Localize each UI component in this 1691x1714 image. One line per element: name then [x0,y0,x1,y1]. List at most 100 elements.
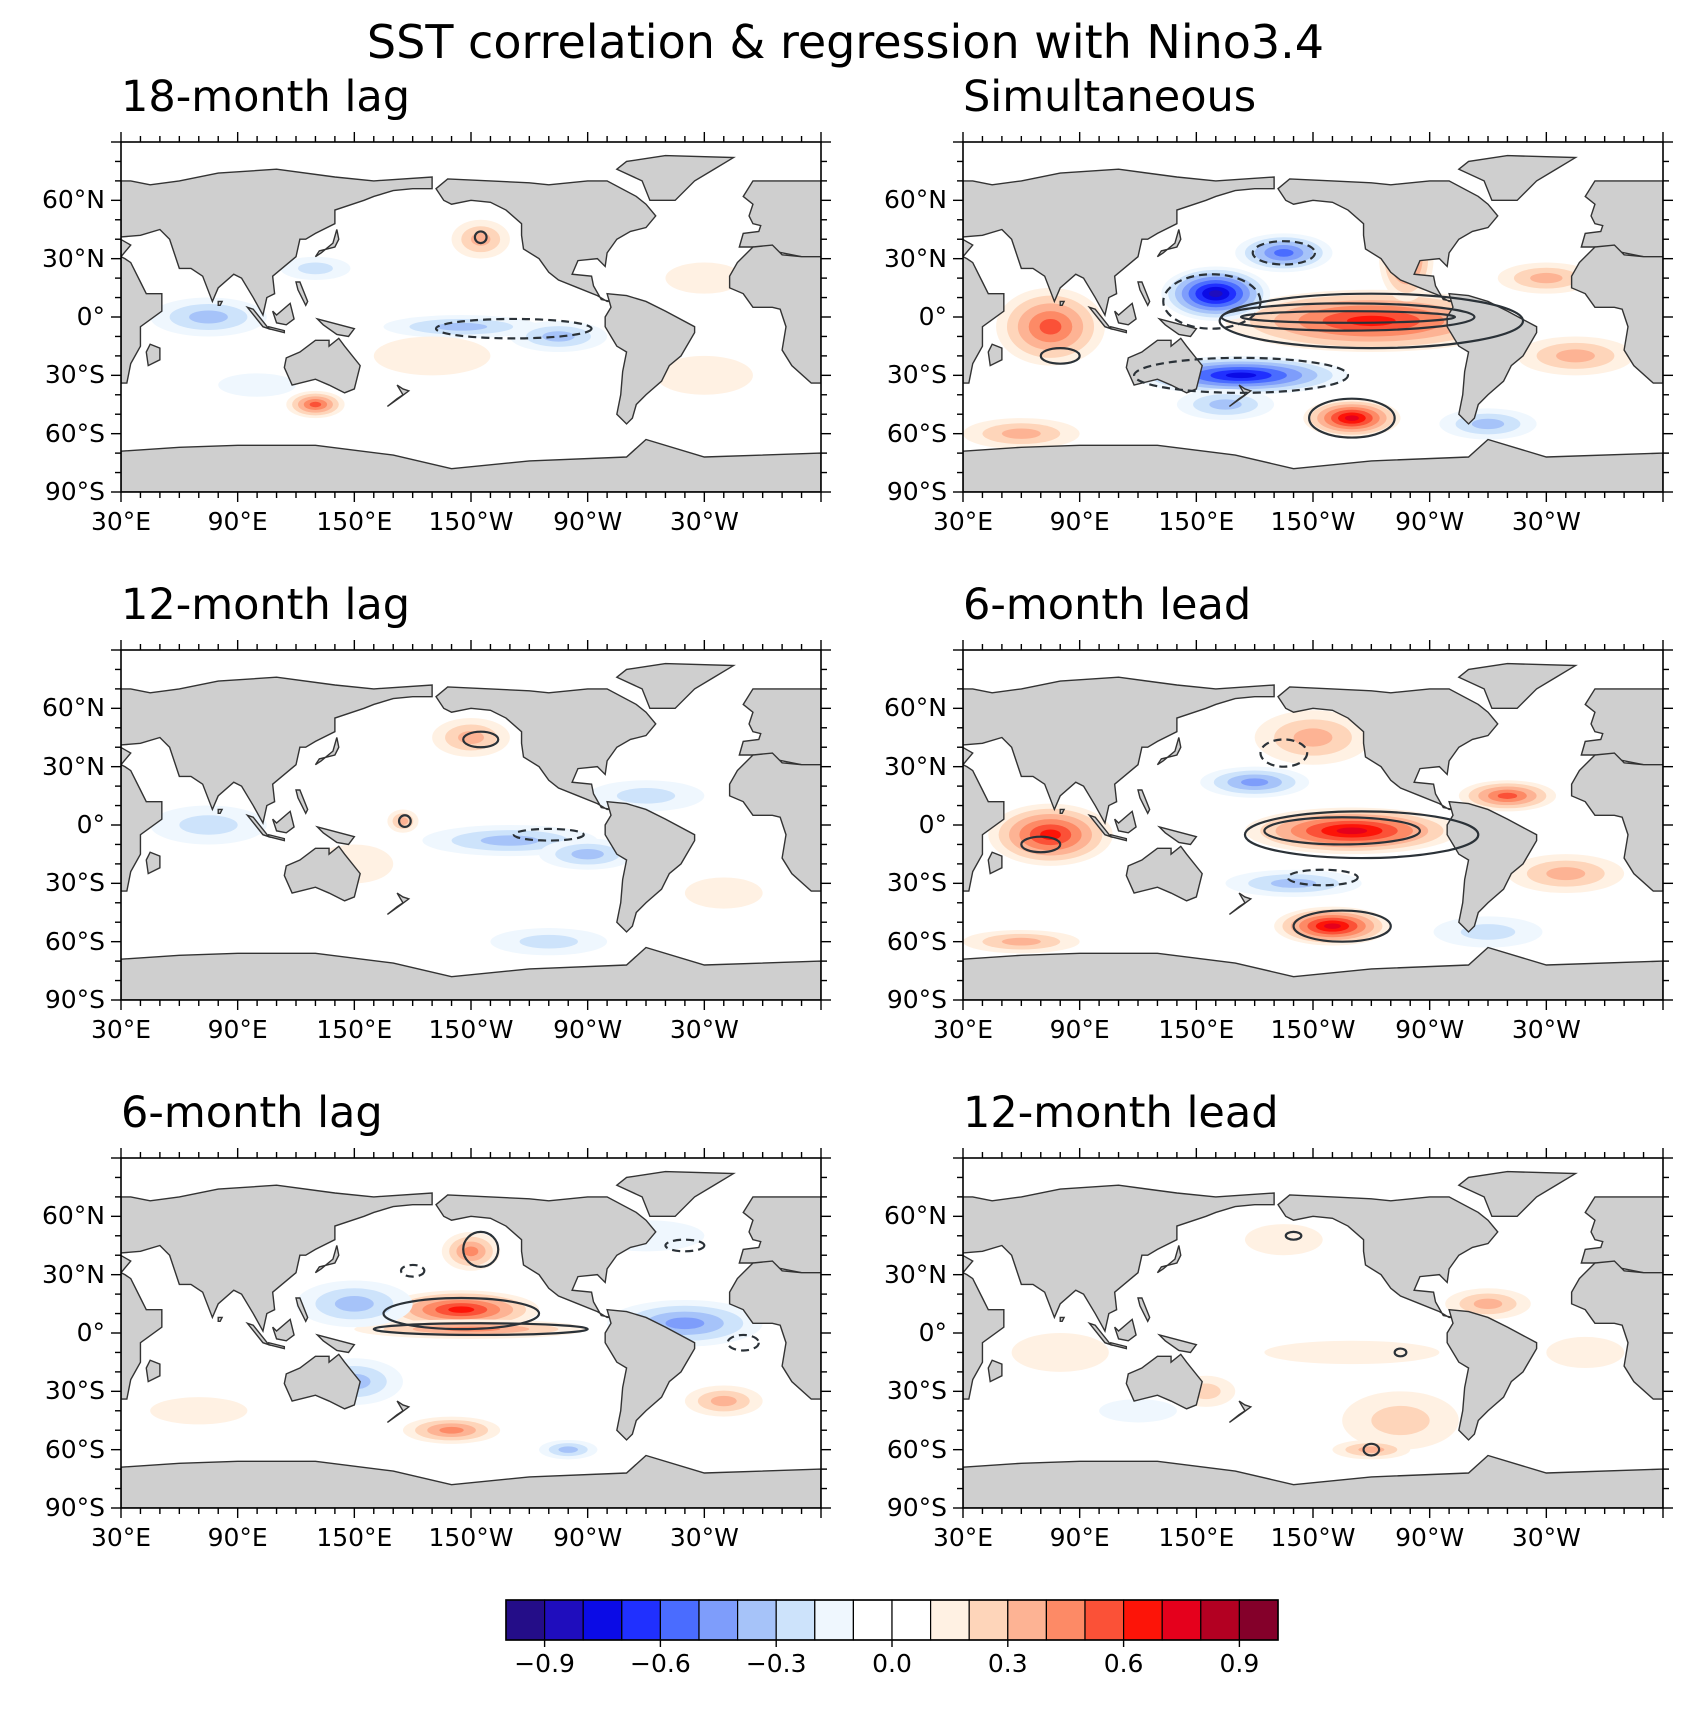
x-tick-label: 90°E [207,1015,268,1044]
sst-field [121,1170,821,1508]
land-1 [121,255,163,384]
colorbar-bin-7 [775,1599,816,1641]
land-5 [272,1318,295,1342]
negative-contour-1 [512,827,585,842]
y-tick-label: 90°S [886,477,947,506]
x-tick-label: 30°E [932,507,994,536]
land-16 [1570,1260,1663,1400]
negative-contour-4 [1162,273,1262,330]
anomaly-6-level-1 [1244,1224,1323,1256]
colorbar-bin-3 [621,1599,661,1641]
x-tick-label: 150°E [316,1015,393,1044]
positive-contour-0 [462,730,500,749]
y-tick-label: 0° [918,302,947,331]
land-4 [283,845,361,902]
positive-contour-2 [397,814,412,829]
anomaly-0-level-6 [448,1306,475,1313]
land-15 [1580,1196,1663,1274]
anomaly-5-level-2 [179,815,238,835]
positive-contour-0 [372,1322,589,1337]
x-tick-label: 30°W [1511,507,1581,536]
colorbar-bin-6 [736,1599,777,1641]
colorbar-bin-2 [582,1599,623,1641]
x-tick-label: 30°W [669,507,739,536]
land-10 [1137,1297,1151,1323]
land-4 [283,1353,361,1410]
anomaly-4-level-8 [1208,290,1223,298]
y-tick-label: 90°S [44,1493,105,1522]
land-3 [1059,1316,1066,1323]
anomaly-6-level-5 [1497,792,1518,799]
land-13 [1457,154,1578,202]
y-tick-label: 0° [918,1318,947,1347]
land-13 [615,154,736,202]
y-tick-label: 60°S [886,1434,947,1464]
y-tick-label: 30°S [44,1376,105,1406]
x-tick-label: 150°W [428,1523,514,1552]
y-tick-label: 60°S [44,926,105,956]
y-tick-label: 30°S [886,1376,947,1406]
x-tick-label: 150°W [428,1015,514,1044]
land-2 [987,1359,1003,1383]
anomaly-5-level-1 [1099,1399,1177,1423]
anomaly-1-level-3 [1293,728,1333,747]
positive-contour-7 [1039,347,1081,365]
panel-title-18-month-lag: 18-month lag [121,72,411,122]
x-tick-label: 30°E [90,1015,152,1044]
land-8 [315,825,356,846]
land-8 [315,317,356,338]
land-14 [1446,800,1538,933]
land-8 [1157,317,1198,338]
x-tick-label: 150°E [316,507,393,536]
anomaly-9-level-1 [218,373,296,397]
y-tick-label: 30°N [883,1259,947,1289]
colorbar-bin-16 [1122,1599,1163,1641]
colorbar-tick-label: −0.3 [745,1649,807,1678]
land-4 [1125,337,1203,394]
land-11 [386,892,411,916]
y-tick-label: 90°S [44,985,105,1014]
anomaly-8-level-7 [1344,415,1359,421]
anomaly-7-level-4 [439,1426,464,1434]
anomaly-8-level-2 [1460,924,1516,940]
land-9 [1156,229,1182,258]
land-0 [963,1184,1275,1334]
land-3 [1059,300,1066,307]
land-11 [1228,892,1253,916]
colorbar [505,1599,1279,1647]
anomaly-2-level-3 [189,310,228,324]
land-12 [435,178,657,303]
anomaly-7-level-3 [1546,867,1586,881]
land-1 [963,255,1005,384]
y-tick-label: 0° [76,1318,105,1347]
positive-contour-0 [1239,310,1457,324]
panel-title-6-month-lag: 6-month lag [121,1088,383,1138]
land-9 [1156,1245,1182,1274]
land-16 [728,752,821,892]
colorbar-tick-label: 0.6 [1103,1649,1144,1678]
sst-field [963,154,1663,492]
land-10 [1137,789,1151,815]
positive-contour-0 [1263,816,1422,846]
anomaly-0-level-3 [435,322,488,331]
anomaly-10-level-3 [1001,428,1041,439]
negative-contour-5 [726,1333,760,1352]
colorbar-bin-15 [1084,1599,1125,1641]
anomaly-6-level-5 [1274,248,1294,257]
anomaly-0-level-1 [1264,1340,1440,1365]
y-tick-label: 30°N [41,751,105,781]
land-9 [314,229,340,258]
anomaly-1-level-3 [542,331,575,342]
x-tick-label: 30°W [1511,1523,1581,1552]
land-12 [435,686,657,811]
y-tick-label: 30°N [883,751,947,781]
anomaly-7-level-5 [1039,318,1062,335]
negative-contour-2 [1259,738,1309,768]
anomaly-1-level-3 [1473,1298,1503,1310]
x-tick-label: 90°W [553,1523,623,1552]
land-3 [1059,808,1066,815]
land-17 [121,438,821,492]
x-tick-label: 90°W [1395,507,1465,536]
y-tick-label: 30°S [44,360,105,390]
colorbar-bin-5 [698,1599,739,1641]
